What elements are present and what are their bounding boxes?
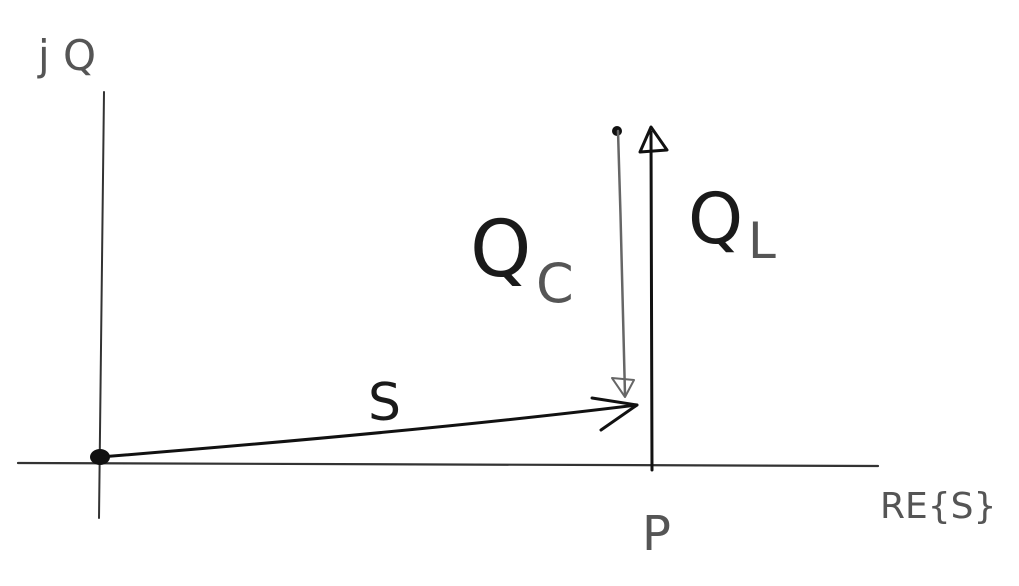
ql-label-main: Q (688, 178, 743, 260)
qc-vector-arrowhead (611, 377, 635, 398)
qc-label-sub: C (536, 252, 574, 315)
ql-vector-line (649, 130, 654, 472)
qc-vector-line (616, 129, 627, 397)
real-axis (16, 461, 880, 468)
s-vector-arrowhead (590, 396, 639, 432)
s-vector-line (98, 403, 639, 459)
qc-label-main: Q (470, 205, 531, 295)
horizontal-axis-label: RE{S} (880, 486, 996, 527)
ql-vector-arrowhead (638, 125, 669, 154)
s-vector-label: S (368, 373, 401, 433)
p-label: P (642, 506, 671, 562)
vertical-axis-label: j Q (37, 31, 96, 80)
imaginary-axis (98, 91, 105, 519)
ql-label-sub: L (748, 212, 776, 270)
